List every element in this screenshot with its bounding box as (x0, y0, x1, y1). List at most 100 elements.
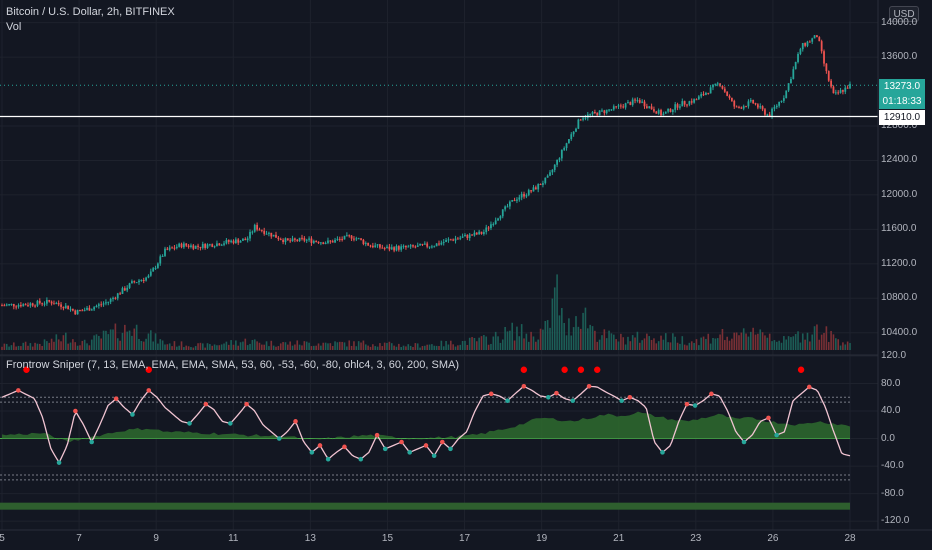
osc-trough-marker (741, 439, 747, 445)
volume-bar (242, 341, 244, 350)
signal-dot (561, 366, 568, 373)
candle-body (5, 304, 8, 306)
volume-bar (218, 345, 221, 350)
candle-body (518, 197, 521, 200)
volume-bar (194, 346, 197, 350)
osc-trough-marker (774, 432, 779, 438)
volume-bar (124, 324, 126, 350)
candle-body (142, 279, 145, 281)
volume-bar (698, 345, 700, 350)
candle-body (603, 110, 606, 114)
volume-bar (386, 342, 388, 350)
volume-bar (138, 338, 140, 350)
candle-body (697, 96, 700, 100)
candle-body (419, 243, 421, 246)
volume-bar (584, 307, 587, 350)
candle-body (180, 243, 183, 248)
candle-body (846, 87, 849, 89)
volume-bar (60, 341, 62, 350)
candle-body (667, 108, 670, 112)
volume-bar (556, 274, 558, 350)
volume-bar (676, 342, 679, 350)
volume-bar (398, 343, 400, 350)
candle-body (194, 245, 197, 249)
candle-body (792, 69, 795, 79)
volume-bar (22, 342, 25, 350)
candle-body (253, 224, 256, 232)
candle-body (15, 306, 18, 308)
candle-body (353, 238, 355, 240)
price-tick-label: 10800.0 (881, 292, 918, 304)
indicator-legend: Frontrow Sniper (7, 13, EMA, EMA, EMA, S… (6, 359, 460, 371)
volume-bar (98, 335, 100, 350)
candle-body (801, 43, 804, 50)
volume-bar (721, 328, 724, 350)
candle-body (305, 239, 308, 241)
volume-bar (752, 327, 754, 350)
candle-body (622, 106, 625, 108)
currency-button[interactable]: USD (889, 6, 919, 22)
volume-bar (414, 343, 417, 350)
volume-bar (757, 333, 759, 350)
candle-body (728, 95, 731, 98)
volume-bar (416, 343, 419, 350)
candle-body (336, 238, 339, 240)
volume-bar (438, 346, 440, 350)
candle-body (71, 308, 74, 311)
volume-bar (86, 343, 88, 350)
candle-body (679, 106, 681, 108)
volume-bar (55, 334, 58, 350)
volume-bar (192, 347, 195, 350)
volume-bar (419, 347, 421, 350)
candle-body (213, 246, 216, 248)
volume-bar (388, 341, 391, 350)
volume-bar (298, 344, 301, 350)
candle-body (350, 235, 353, 239)
candle-body (487, 227, 490, 229)
volume-bar (390, 343, 393, 350)
candle-body (116, 293, 119, 299)
candle-body (83, 309, 86, 311)
candle-body (584, 117, 587, 119)
candle-body (688, 101, 691, 105)
time-tick-label: 21 (613, 533, 625, 544)
candle-body (773, 107, 776, 109)
volume-bar (3, 343, 6, 350)
volume-bar (428, 344, 431, 350)
volume-bar (766, 337, 769, 350)
volume-bar (610, 333, 613, 350)
volume-bar (778, 340, 780, 350)
candle-body (22, 304, 25, 307)
time-tick-label: 17 (458, 533, 471, 544)
candle-body (610, 109, 613, 111)
volume-bar (225, 341, 228, 350)
volume-bar (223, 343, 225, 350)
volume-bar (837, 339, 839, 350)
candle-body (69, 308, 72, 310)
candle-body (570, 134, 573, 140)
candle-body (402, 245, 405, 247)
volume-bar (513, 340, 516, 350)
signal-strip (0, 502, 850, 510)
volume-bar (454, 346, 457, 350)
candle-body (627, 102, 629, 104)
chart-title: Bitcoin / U.S. Dollar, 2h, BITFINEX (6, 6, 175, 18)
volume-bar (308, 342, 310, 350)
volume-bar (809, 341, 811, 350)
candle-body (291, 238, 294, 242)
volume-bar (421, 346, 424, 350)
candle-body (832, 86, 835, 94)
volume-bar (501, 339, 504, 350)
volume-bar (804, 339, 806, 350)
candle-body (482, 232, 485, 234)
volume-bar (636, 331, 639, 350)
candle-body (749, 99, 752, 102)
candle-body (730, 97, 733, 101)
volume-bar (36, 343, 39, 350)
osc-peak-marker (627, 394, 633, 400)
candle-body (549, 172, 551, 176)
volume-bar (350, 345, 353, 350)
volume-bar (480, 336, 483, 350)
volume-bar (504, 326, 506, 350)
